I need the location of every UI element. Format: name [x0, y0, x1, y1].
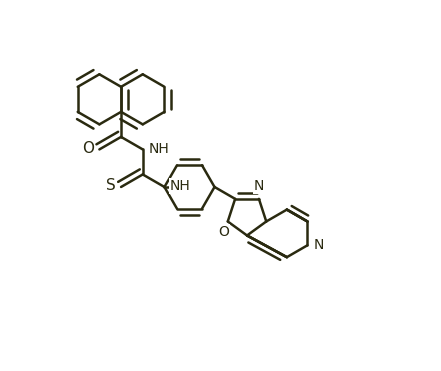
Text: N: N: [254, 179, 264, 193]
Text: NH: NH: [170, 179, 191, 193]
Text: O: O: [82, 141, 94, 156]
Text: NH: NH: [148, 142, 169, 156]
Text: N: N: [314, 237, 325, 252]
Text: O: O: [218, 225, 229, 239]
Text: S: S: [106, 178, 116, 193]
